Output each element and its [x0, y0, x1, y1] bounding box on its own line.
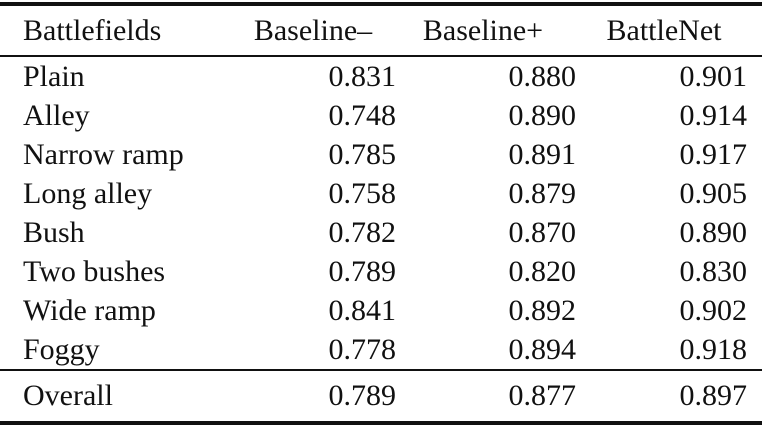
- value-cell: 0.901: [679, 59, 748, 93]
- header-row: Battlefields Baseline– Baseline+ BattleN…: [0, 2, 762, 57]
- row-label: Long alley: [23, 176, 153, 210]
- table-row: Bush 0.782 0.870 0.890: [0, 213, 762, 252]
- row-label: Alley: [23, 98, 90, 132]
- value-cell: 0.782: [328, 215, 397, 249]
- value-cell: 0.748: [328, 98, 397, 132]
- value-cell: 0.758: [328, 176, 397, 210]
- table-row: Alley 0.748 0.890 0.914: [0, 96, 762, 135]
- value-cell: 0.897: [580, 369, 762, 425]
- table-row: Long alley 0.758 0.879 0.905: [0, 174, 762, 213]
- results-table: Battlefields Baseline– Baseline+ BattleN…: [0, 2, 762, 425]
- value-cell: 0.918: [679, 332, 748, 366]
- row-label: Overall: [0, 369, 240, 425]
- value-cell: 0.877: [400, 369, 580, 425]
- value-cell: 0.905: [679, 176, 748, 210]
- row-label: Narrow ramp: [23, 137, 184, 171]
- overall-row: Overall 0.789 0.877 0.897: [0, 369, 762, 425]
- value-cell: 0.917: [679, 137, 748, 171]
- value-cell: 0.891: [508, 137, 577, 171]
- value-cell: 0.879: [508, 176, 577, 210]
- table-header: Battlefields Baseline– Baseline+ BattleN…: [0, 2, 762, 57]
- row-label: Bush: [23, 215, 85, 249]
- row-label: Wide ramp: [23, 293, 156, 327]
- value-cell: 0.902: [679, 293, 748, 327]
- column-header-baseline-minus: Baseline–: [240, 2, 400, 57]
- value-cell: 0.870: [508, 215, 577, 249]
- column-header-battlenet: BattleNet: [580, 2, 762, 57]
- value-cell: 0.830: [679, 254, 748, 288]
- value-cell: 0.789: [328, 254, 397, 288]
- value-cell: 0.890: [679, 215, 748, 249]
- value-cell: 0.820: [508, 254, 577, 288]
- table-body: Plain 0.831 0.880 0.901 Alley 0.748 0.89…: [0, 56, 762, 370]
- table-row: Two bushes 0.789 0.820 0.830: [0, 252, 762, 291]
- table-row: Narrow ramp 0.785 0.891 0.917: [0, 135, 762, 174]
- table-row: Plain 0.831 0.880 0.901: [0, 56, 762, 96]
- value-cell: 0.914: [679, 98, 748, 132]
- value-cell: 0.841: [328, 293, 397, 327]
- column-header-baseline-plus: Baseline+: [400, 2, 580, 57]
- value-cell: 0.880: [508, 59, 577, 93]
- value-cell: 0.778: [328, 332, 397, 366]
- table-row: Wide ramp 0.841 0.892 0.902: [0, 291, 762, 330]
- row-label: Plain: [23, 59, 85, 93]
- column-header-battlefields: Battlefields: [0, 2, 240, 57]
- row-label: Foggy: [23, 332, 100, 366]
- value-cell: 0.785: [328, 137, 397, 171]
- table-row: Foggy 0.778 0.894 0.918: [0, 330, 762, 370]
- value-cell: 0.890: [508, 98, 577, 132]
- value-cell: 0.894: [508, 332, 577, 366]
- table-footer: Overall 0.789 0.877 0.897: [0, 369, 762, 425]
- row-label: Two bushes: [23, 254, 166, 288]
- value-cell: 0.789: [240, 369, 400, 425]
- value-cell: 0.831: [328, 59, 397, 93]
- value-cell: 0.892: [508, 293, 577, 327]
